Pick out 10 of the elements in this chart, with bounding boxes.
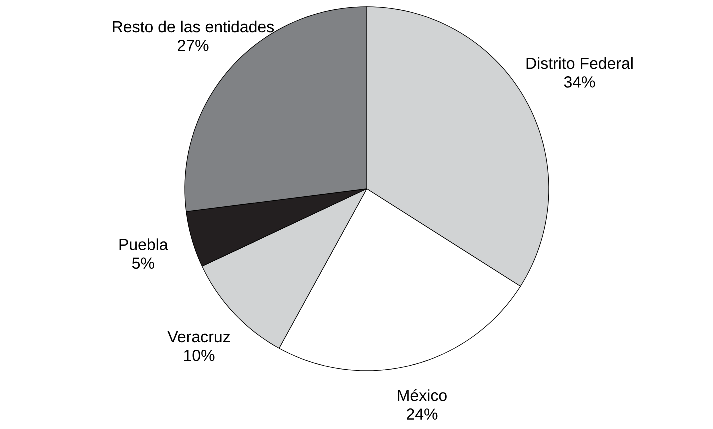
slice-label: Resto de las entidades <box>113 20 274 33</box>
slice-label: México <box>398 389 447 402</box>
slice-label: Puebla <box>120 238 168 250</box>
data-label: 10% <box>184 350 215 362</box>
slice-label: Distrito Federal <box>526 57 633 70</box>
data-label: 27% <box>178 40 209 52</box>
data-label: 5% <box>132 258 154 270</box>
data-label: 34% <box>564 76 596 88</box>
slice-label: Veracruz <box>168 331 230 343</box>
data-label: 24% <box>407 408 438 420</box>
